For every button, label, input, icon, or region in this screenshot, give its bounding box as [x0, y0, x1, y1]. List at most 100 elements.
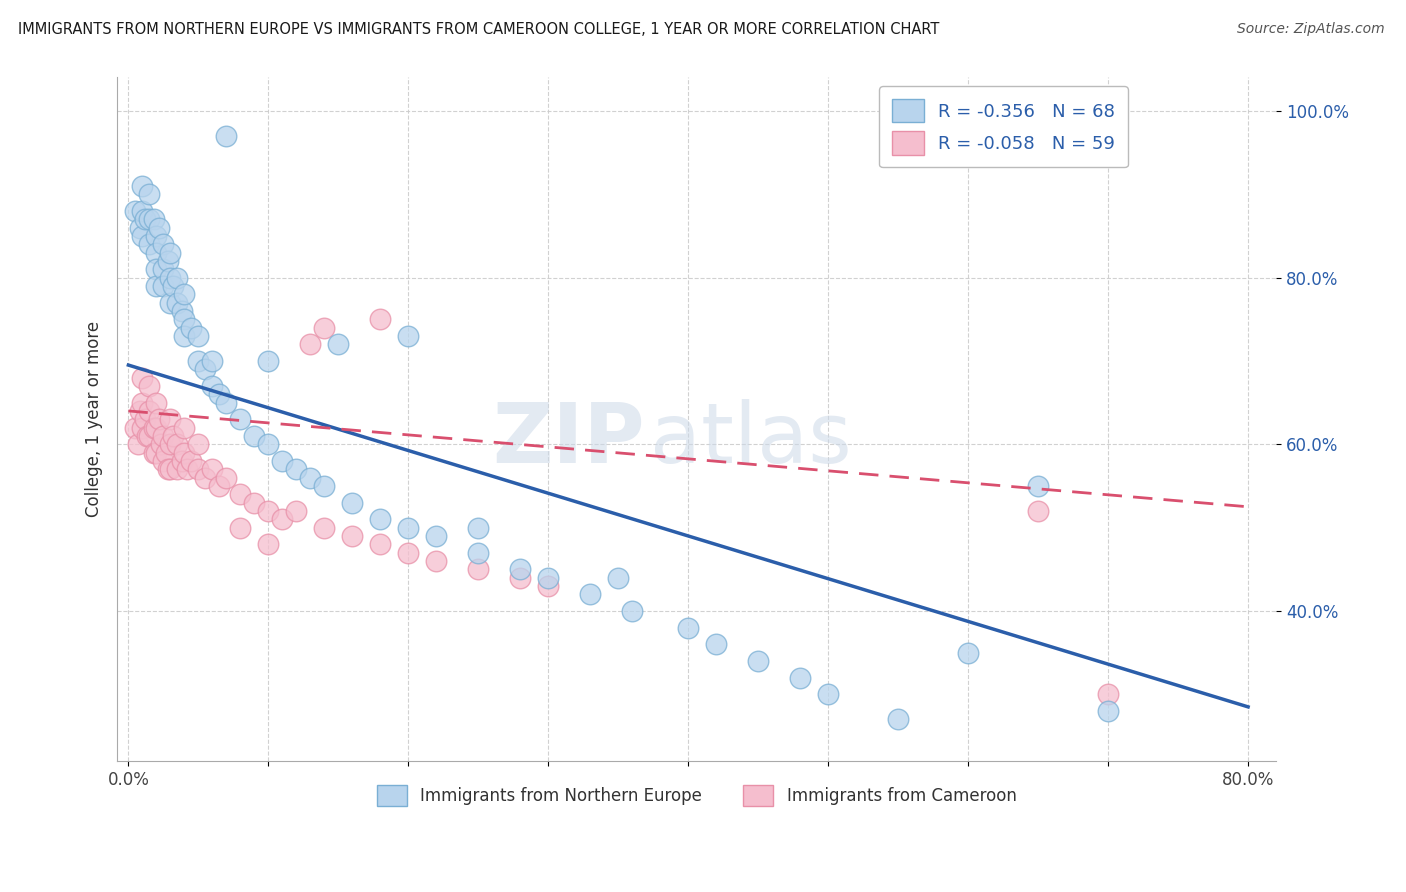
Point [342, 495, 364, 509]
Point [1097, 687, 1119, 701]
Point [817, 687, 839, 701]
Point [159, 462, 181, 476]
Point [257, 537, 280, 551]
Point [145, 278, 167, 293]
Point [176, 462, 198, 476]
Point [285, 504, 308, 518]
Point [173, 312, 195, 326]
Point [607, 571, 630, 585]
Point [166, 295, 188, 310]
Point [704, 637, 727, 651]
Point [271, 512, 294, 526]
Point [145, 245, 167, 260]
Point [166, 437, 188, 451]
Point [187, 437, 209, 451]
Point [396, 329, 419, 343]
Point [159, 412, 181, 426]
Point [138, 379, 160, 393]
Point [142, 420, 165, 434]
Point [138, 237, 160, 252]
Point [128, 220, 150, 235]
Point [299, 337, 322, 351]
Point [257, 504, 280, 518]
Point [467, 562, 489, 576]
Point [138, 404, 160, 418]
Point [152, 429, 174, 443]
Point [148, 412, 170, 426]
Text: IMMIGRANTS FROM NORTHERN EUROPE VS IMMIGRANTS FROM CAMEROON COLLEGE, 1 YEAR OR M: IMMIGRANTS FROM NORTHERN EUROPE VS IMMIG… [18, 22, 939, 37]
Point [314, 320, 336, 334]
Point [173, 445, 195, 459]
Point [127, 437, 149, 451]
Point [285, 462, 308, 476]
Text: atlas: atlas [651, 400, 852, 480]
Point [166, 462, 188, 476]
Point [314, 479, 336, 493]
Point [145, 228, 167, 243]
Text: Source: ZipAtlas.com: Source: ZipAtlas.com [1237, 22, 1385, 37]
Point [509, 562, 531, 576]
Point [328, 337, 350, 351]
Point [180, 454, 202, 468]
Point [156, 253, 179, 268]
Point [149, 437, 172, 451]
Point [131, 228, 153, 243]
Point [368, 512, 391, 526]
Point [142, 445, 165, 459]
Point [145, 445, 167, 459]
Point [152, 454, 174, 468]
Point [537, 571, 560, 585]
Point [229, 521, 252, 535]
Point [135, 429, 157, 443]
Point [138, 212, 160, 227]
Point [215, 128, 238, 143]
Point [396, 546, 419, 560]
Point [1026, 504, 1049, 518]
Point [155, 445, 177, 459]
Point [467, 546, 489, 560]
Point [159, 295, 181, 310]
Point [159, 270, 181, 285]
Point [145, 262, 167, 277]
Point [243, 495, 266, 509]
Point [173, 420, 195, 434]
Point [152, 262, 174, 277]
Point [537, 579, 560, 593]
Point [425, 554, 447, 568]
Point [134, 212, 156, 227]
Point [201, 354, 224, 368]
Point [173, 287, 195, 301]
Point [271, 454, 294, 468]
Point [243, 429, 266, 443]
Point [194, 362, 217, 376]
Point [396, 521, 419, 535]
Legend: Immigrants from Northern Europe, Immigrants from Cameroon: Immigrants from Northern Europe, Immigra… [368, 776, 1025, 814]
Point [621, 604, 644, 618]
Point [148, 220, 170, 235]
Point [131, 178, 153, 193]
Point [201, 462, 224, 476]
Point [187, 462, 209, 476]
Point [180, 320, 202, 334]
Point [173, 329, 195, 343]
Point [201, 379, 224, 393]
Point [314, 521, 336, 535]
Point [368, 312, 391, 326]
Point [208, 387, 231, 401]
Point [299, 470, 322, 484]
Point [134, 412, 156, 426]
Point [138, 187, 160, 202]
Point [162, 278, 184, 293]
Point [342, 529, 364, 543]
Point [170, 454, 193, 468]
Point [128, 404, 150, 418]
Point [124, 420, 146, 434]
Point [131, 420, 153, 434]
Point [131, 370, 153, 384]
Point [579, 587, 602, 601]
Point [215, 470, 238, 484]
Point [166, 270, 188, 285]
Point [789, 671, 811, 685]
Point [1097, 704, 1119, 718]
Point [208, 479, 231, 493]
